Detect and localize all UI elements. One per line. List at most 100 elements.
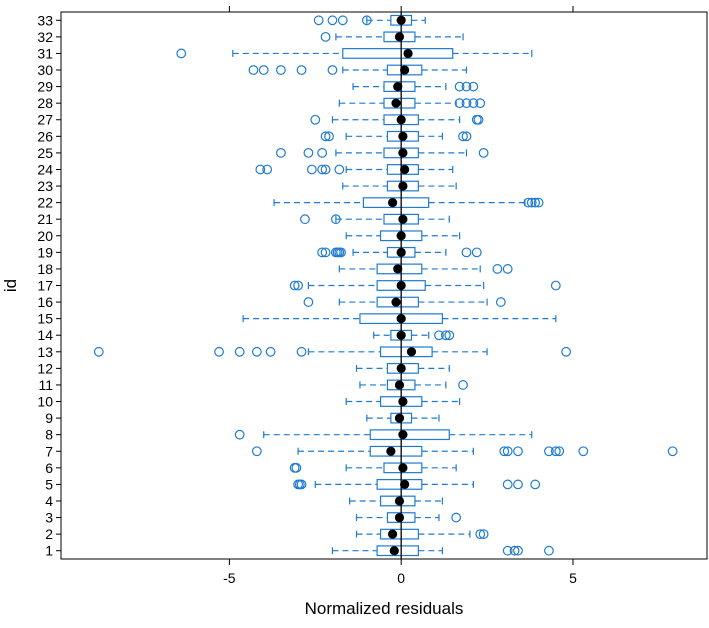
outlier-point: [502, 479, 513, 490]
y-tick-label: 18: [37, 261, 53, 277]
outlier-point: [330, 214, 341, 225]
y-tick-label: 28: [37, 95, 53, 111]
outlier-point: [502, 545, 513, 556]
outlier-point: [262, 164, 273, 175]
median-dot: [406, 347, 417, 357]
outlier-point: [324, 131, 334, 142]
box-row: [373, 329, 455, 341]
outlier-point: [454, 98, 465, 109]
y-tick-label: 22: [37, 195, 53, 211]
y-tick-label: 20: [37, 228, 53, 244]
outlier-point: [294, 479, 305, 490]
outlier-point: [478, 147, 489, 158]
box-row: [248, 64, 468, 76]
outlier-point: [317, 164, 328, 175]
box-row: [273, 197, 544, 209]
outlier-point: [561, 346, 572, 357]
median-dot: [398, 214, 408, 224]
y-tick-label: 16: [37, 294, 53, 310]
y-tick-label: 10: [37, 394, 53, 410]
x-axis-title: Normalized residuals: [305, 599, 464, 618]
box-row: [242, 313, 557, 325]
iqr-box: [379, 528, 419, 540]
median-dot: [398, 181, 408, 191]
series-layer: [93, 14, 678, 557]
outlier-point: [293, 280, 303, 291]
outlier-point: [461, 247, 472, 258]
outlier-point: [526, 197, 537, 208]
median-dot: [398, 463, 408, 473]
box-row: [317, 246, 482, 258]
y-tick-label: 17: [37, 278, 53, 294]
box-row: [345, 396, 461, 407]
outlier-point: [523, 197, 534, 208]
y-tick-label: 4: [45, 493, 53, 509]
outlier-point: [336, 247, 346, 258]
median-dot: [403, 48, 413, 59]
median-dot: [387, 529, 398, 539]
outlier-point: [310, 114, 321, 125]
box-row: [303, 296, 506, 308]
box-row: [289, 462, 457, 474]
outlier-point: [337, 15, 348, 26]
y-tick-label: 7: [45, 443, 53, 459]
box-row: [342, 180, 457, 192]
iqr-box: [369, 429, 450, 441]
box-row: [289, 280, 561, 291]
y-tick-label: 33: [37, 12, 53, 28]
box-row: [320, 31, 464, 43]
outlier-point: [544, 545, 554, 556]
iqr-box: [379, 346, 433, 358]
x-tick-label: -5: [223, 570, 236, 586]
outlier-point: [317, 147, 328, 158]
outlier-point: [320, 247, 331, 258]
outlier-point: [513, 479, 523, 490]
outlier-point: [468, 81, 479, 92]
outlier-point: [251, 346, 262, 357]
outlier-point: [513, 545, 523, 556]
outlier-point: [499, 446, 510, 457]
median-dot: [394, 512, 405, 523]
x-axis: -5 0 5: [223, 6, 577, 586]
outlier-point: [475, 529, 486, 540]
outlier-point: [313, 15, 324, 26]
y-tick-label: 12: [37, 360, 53, 376]
iqr-box: [369, 445, 423, 457]
outlier-point: [291, 462, 302, 473]
y-tick-label: 24: [37, 161, 53, 177]
outlier-point: [578, 446, 589, 457]
median-dot: [391, 98, 401, 108]
box-row: [359, 379, 468, 391]
outlier-point: [530, 479, 541, 490]
y-tick-label: 23: [37, 178, 53, 194]
outlier-point: [471, 247, 482, 258]
box-row: [352, 81, 479, 92]
outlier-point: [444, 330, 455, 341]
box-row: [93, 346, 572, 358]
outlier-point: [550, 446, 561, 457]
box-row: [300, 213, 450, 225]
median-dot: [398, 430, 408, 440]
box-row: [355, 512, 462, 523]
y-axis: 1234567891011121314151617181920212223242…: [37, 12, 61, 559]
outlier-point: [289, 280, 300, 291]
y-tick-label: 29: [37, 79, 53, 95]
outlier-point: [451, 512, 462, 523]
outlier-point: [265, 346, 276, 357]
box-row: [176, 48, 533, 59]
outlier-point: [296, 346, 307, 357]
y-tick-label: 19: [37, 244, 53, 260]
outlier-point: [176, 48, 187, 59]
iqr-box: [342, 48, 454, 59]
median-dot: [398, 396, 408, 407]
median-dot: [394, 380, 405, 390]
y-tick-label: 8: [45, 427, 53, 443]
median-dot: [394, 32, 405, 42]
outlier-point: [320, 164, 331, 175]
outlier-point: [461, 98, 472, 109]
outlier-point: [434, 330, 444, 341]
outlier-point: [458, 380, 468, 390]
box-row: [338, 263, 513, 275]
outlier-point: [248, 65, 259, 75]
median-dot: [393, 264, 403, 274]
